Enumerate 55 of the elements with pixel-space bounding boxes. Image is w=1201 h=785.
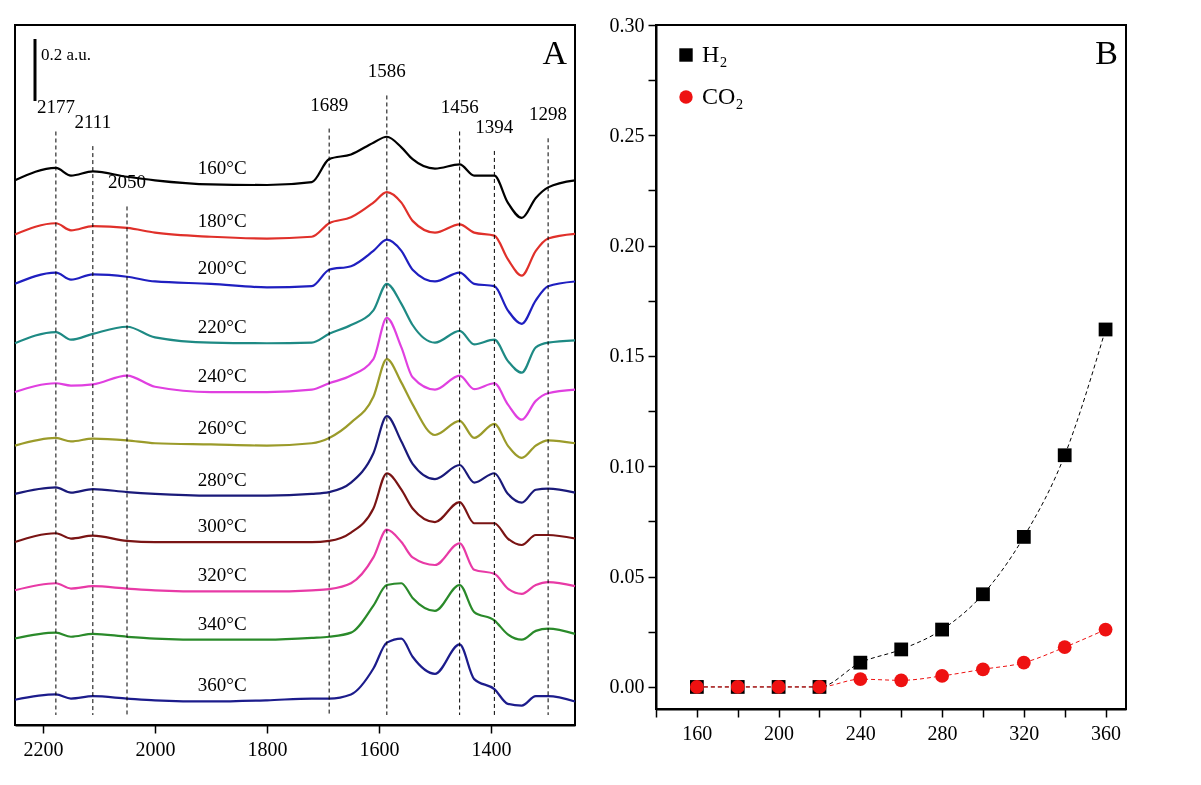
x-tick-label: 280	[927, 721, 958, 744]
y-tick-label: 0.20	[609, 234, 645, 257]
x-tick-label: 1400	[471, 737, 512, 760]
point	[1016, 655, 1031, 670]
x-tick-label: 2200	[23, 737, 64, 760]
point	[1016, 530, 1031, 544]
series-label: 280°C	[197, 468, 247, 490]
point	[853, 672, 868, 687]
point	[976, 662, 990, 677]
point	[935, 669, 949, 683]
x-tick-label: 1800	[247, 737, 288, 760]
y-tick-label: 0.25	[609, 123, 645, 146]
ref-line-label: 1586	[367, 60, 406, 82]
point	[853, 655, 868, 670]
series-label: 160°C	[197, 157, 247, 179]
text: 0.2 a.u.	[41, 45, 92, 64]
y-tick-label: 0.00	[609, 675, 645, 698]
ref-line-label: 1298	[529, 103, 568, 125]
series-label: 320°C	[197, 564, 247, 586]
ref-line-label: 2111	[74, 111, 112, 133]
point	[894, 642, 909, 657]
y-tick-label: 0.05	[609, 565, 645, 588]
x-tick-label: 160	[682, 721, 713, 744]
point	[935, 622, 949, 637]
point	[976, 587, 990, 602]
ref-line-label: 1394	[475, 115, 514, 137]
x-tick-label: 200	[764, 721, 795, 744]
annotation: B	[1095, 34, 1118, 71]
x-tick-label: 1600	[359, 737, 400, 760]
x-tick-label: 320	[1009, 721, 1040, 744]
ref-line-label: 1689	[310, 93, 349, 115]
ref-line-label: 2177	[36, 96, 75, 118]
point	[1098, 622, 1113, 637]
series-label: 360°C	[197, 674, 247, 696]
legend-label: CO₂	[702, 83, 744, 109]
series-label: 340°C	[197, 612, 247, 634]
series-label: 300°C	[197, 515, 247, 537]
ref-line-label: 1456	[440, 96, 479, 118]
ref-line-label: 2050	[108, 171, 146, 193]
point	[1057, 640, 1072, 655]
series-label: 240°C	[197, 365, 247, 387]
series-label: 260°C	[197, 417, 247, 439]
series-label: 220°C	[197, 315, 247, 337]
point	[894, 673, 909, 688]
point	[1057, 448, 1072, 463]
y-tick-label: 0.15	[609, 344, 645, 367]
series-label: 180°C	[197, 209, 247, 231]
text: A	[542, 34, 568, 71]
x-tick-label: 2000	[135, 737, 176, 760]
legend-label: H₂	[702, 41, 728, 67]
x-tick-label: 240	[845, 721, 876, 744]
series-label: 200°C	[197, 256, 247, 278]
y-tick-label: 0.10	[609, 454, 645, 477]
y-tick-label: 0.30	[609, 13, 645, 36]
x-tick-label: 360	[1091, 721, 1122, 744]
